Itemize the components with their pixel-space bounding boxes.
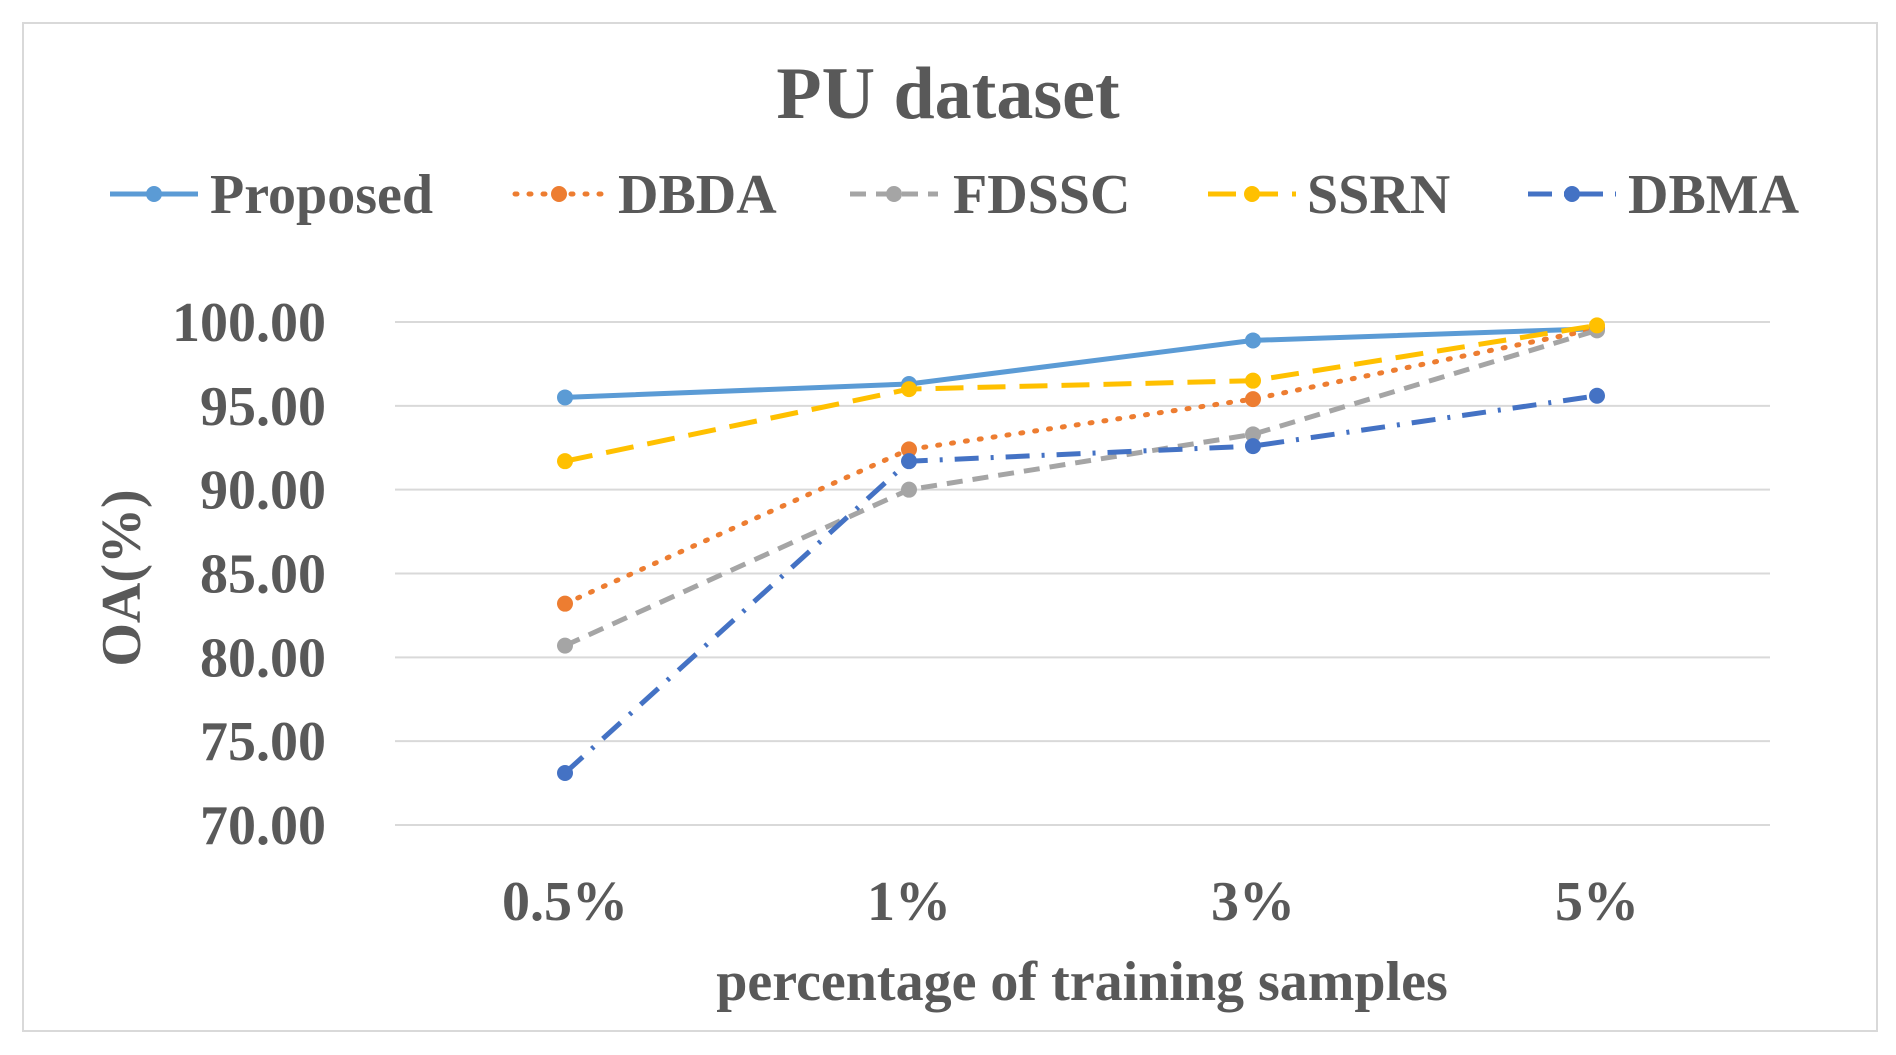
data-point-proposed [1245, 332, 1261, 349]
data-point-dbma [557, 765, 573, 782]
y-tick-label: 100.00 [172, 292, 326, 354]
y-tick-label: 95.00 [200, 376, 326, 438]
data-point-dbda [1245, 391, 1261, 408]
y-tick-label: 75.00 [200, 711, 326, 773]
series-line-dbda [562, 326, 1600, 607]
legend: Proposed DBDA FDSSC SSRN DBMA [110, 164, 1800, 226]
series-line-dbma [563, 393, 1598, 775]
data-point-fdssc [901, 481, 917, 498]
y-axis-ticks: 70.00 75.00 80.00 85.00 90.00 95.00 100.00 [172, 292, 326, 857]
x-tick-label: 1% [867, 871, 951, 933]
legend-label: Proposed [210, 164, 433, 226]
legend-label: SSRN [1307, 164, 1450, 226]
legend-item-proposed: Proposed [110, 164, 433, 226]
x-tick-label: 0.5% [502, 871, 628, 933]
legend-label: DBMA [1628, 164, 1800, 226]
data-point-ssrn [901, 381, 917, 398]
data-point-dbma [1589, 387, 1605, 404]
y-tick-label: 85.00 [200, 544, 326, 606]
legend-swatch-marker [1564, 186, 1580, 202]
x-tick-label: 3% [1211, 871, 1295, 933]
data-point-dbma [1245, 438, 1261, 455]
data-point-ssrn [1589, 317, 1605, 334]
data-point-ssrn [557, 453, 573, 470]
data-point-dbma [901, 453, 917, 470]
series-points [557, 317, 1605, 782]
x-tick-label: 5% [1555, 871, 1639, 933]
series-lines [562, 322, 1600, 775]
data-point-dbda [557, 595, 573, 612]
legend-item-dbma: DBMA [1528, 164, 1800, 226]
legend-item-dbda: DBDA [512, 164, 777, 226]
data-point-ssrn [1245, 372, 1261, 389]
data-point-dbda [901, 441, 917, 458]
y-tick-label: 80.00 [200, 627, 326, 689]
series-line-proposed [564, 326, 1598, 400]
chart-title: PU dataset [776, 53, 1120, 135]
gridlines [395, 321, 1770, 826]
legend-item-fdssc: FDSSC [850, 164, 1130, 226]
data-point-fdssc [1245, 426, 1261, 443]
series-line-fdssc [563, 328, 1598, 648]
legend-swatch-marker [1244, 186, 1260, 202]
x-axis-title: percentage of training samples [716, 951, 1448, 1013]
series-line-ssrn [564, 322, 1598, 464]
legend-label: DBDA [618, 164, 777, 226]
legend-swatch-marker [551, 186, 567, 202]
data-point-proposed [557, 389, 573, 406]
legend-label: FDSSC [953, 164, 1130, 226]
legend-swatch-marker [146, 186, 162, 202]
y-tick-label: 70.00 [200, 795, 326, 857]
legend-swatch-marker [886, 186, 902, 202]
x-axis-ticks: 0.5% 1% 3% 5% [502, 871, 1639, 933]
data-point-fdssc [557, 637, 573, 654]
y-axis-title: OA(%) [91, 489, 153, 666]
y-tick-label: 90.00 [200, 460, 326, 522]
legend-item-ssrn: SSRN [1208, 164, 1450, 226]
